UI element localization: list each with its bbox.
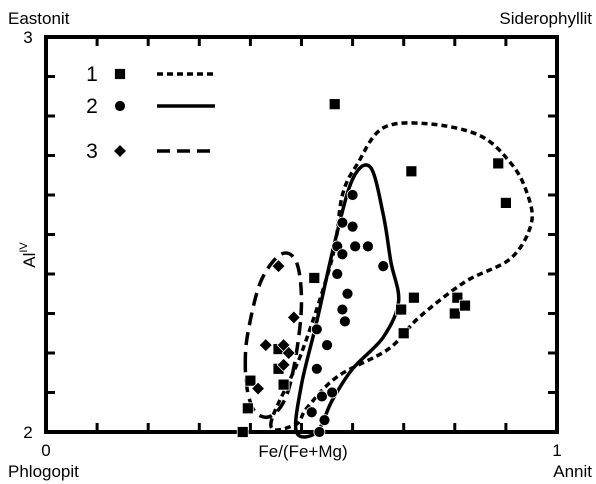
- series-3-point: [250, 381, 266, 396]
- series-2-point: [336, 216, 349, 229]
- series-1-point: [405, 165, 418, 178]
- series-2-point: [339, 315, 351, 328]
- series-2-point: [310, 323, 323, 336]
- series-2-point: [310, 362, 323, 375]
- series-2-point: [341, 287, 354, 300]
- series-3-point: [276, 357, 291, 372]
- series-1-envelope: [269, 121, 534, 432]
- series-1-point: [499, 196, 512, 209]
- y-tick-label-top: 3: [23, 28, 32, 47]
- legend-marker-2: [114, 100, 126, 112]
- series-2-point: [346, 189, 359, 201]
- series-2-point: [316, 390, 328, 403]
- series-2-point: [346, 220, 359, 233]
- x-tick-label-left: 0: [41, 441, 50, 460]
- series-1-point: [492, 157, 505, 170]
- series-2-point: [318, 414, 331, 427]
- series-1-point: [308, 272, 321, 284]
- series-3-envelope: [243, 251, 304, 419]
- series-1-point: [244, 374, 257, 387]
- series-3-point: [286, 310, 301, 325]
- y-axis-label-superscript: IV: [18, 242, 30, 253]
- series-3-point: [281, 345, 296, 361]
- series-1-point: [408, 291, 420, 304]
- series-1-point: [448, 307, 461, 320]
- corner-label-top-right: Siderophyllit: [499, 9, 592, 28]
- series-1-point: [277, 378, 290, 391]
- y-axis-label-main: Al: [20, 253, 39, 268]
- plot-frame: [44, 35, 559, 434]
- x-tick-label-right: 1: [552, 441, 561, 460]
- svg-text:AlIV: AlIV: [18, 242, 39, 268]
- corner-label-top-left: Eastonit: [8, 9, 70, 28]
- y-axis-label: AlIV: [18, 242, 39, 268]
- corner-label-bottom-left: Phlogopit: [8, 462, 79, 481]
- series-2-point: [305, 406, 318, 419]
- series-2-point: [321, 339, 333, 352]
- series-2-point: [326, 386, 339, 399]
- legend-marker-1: [114, 68, 126, 80]
- series-2-point: [362, 240, 374, 253]
- series-1-point: [236, 426, 249, 438]
- legend-label-2: 2: [86, 95, 98, 118]
- series-2-point: [349, 240, 362, 253]
- series-2-point: [336, 303, 349, 316]
- series-2-point: [336, 248, 349, 261]
- series-3-point: [258, 338, 273, 353]
- series-2-point: [313, 426, 326, 438]
- series-3-point: [271, 259, 286, 274]
- y-tick-label-bottom: 2: [23, 423, 32, 442]
- series-2-envelope: [293, 163, 401, 439]
- corner-label-bottom-right: Annit: [553, 462, 592, 481]
- legend-label-3: 3: [86, 140, 98, 163]
- x-axis-label: Fe/(Fe+Mg): [258, 442, 347, 461]
- series-1-point: [451, 291, 464, 304]
- series-1-point: [395, 303, 408, 316]
- series-2-point: [331, 268, 344, 280]
- series-1-point: [459, 299, 471, 312]
- series-1-point: [328, 98, 341, 111]
- legend-marker-3: [112, 143, 128, 159]
- series-1-point: [397, 327, 410, 340]
- series-1-point: [241, 402, 254, 415]
- series-2-point: [377, 260, 390, 273]
- legend-label-1: 1: [86, 63, 98, 86]
